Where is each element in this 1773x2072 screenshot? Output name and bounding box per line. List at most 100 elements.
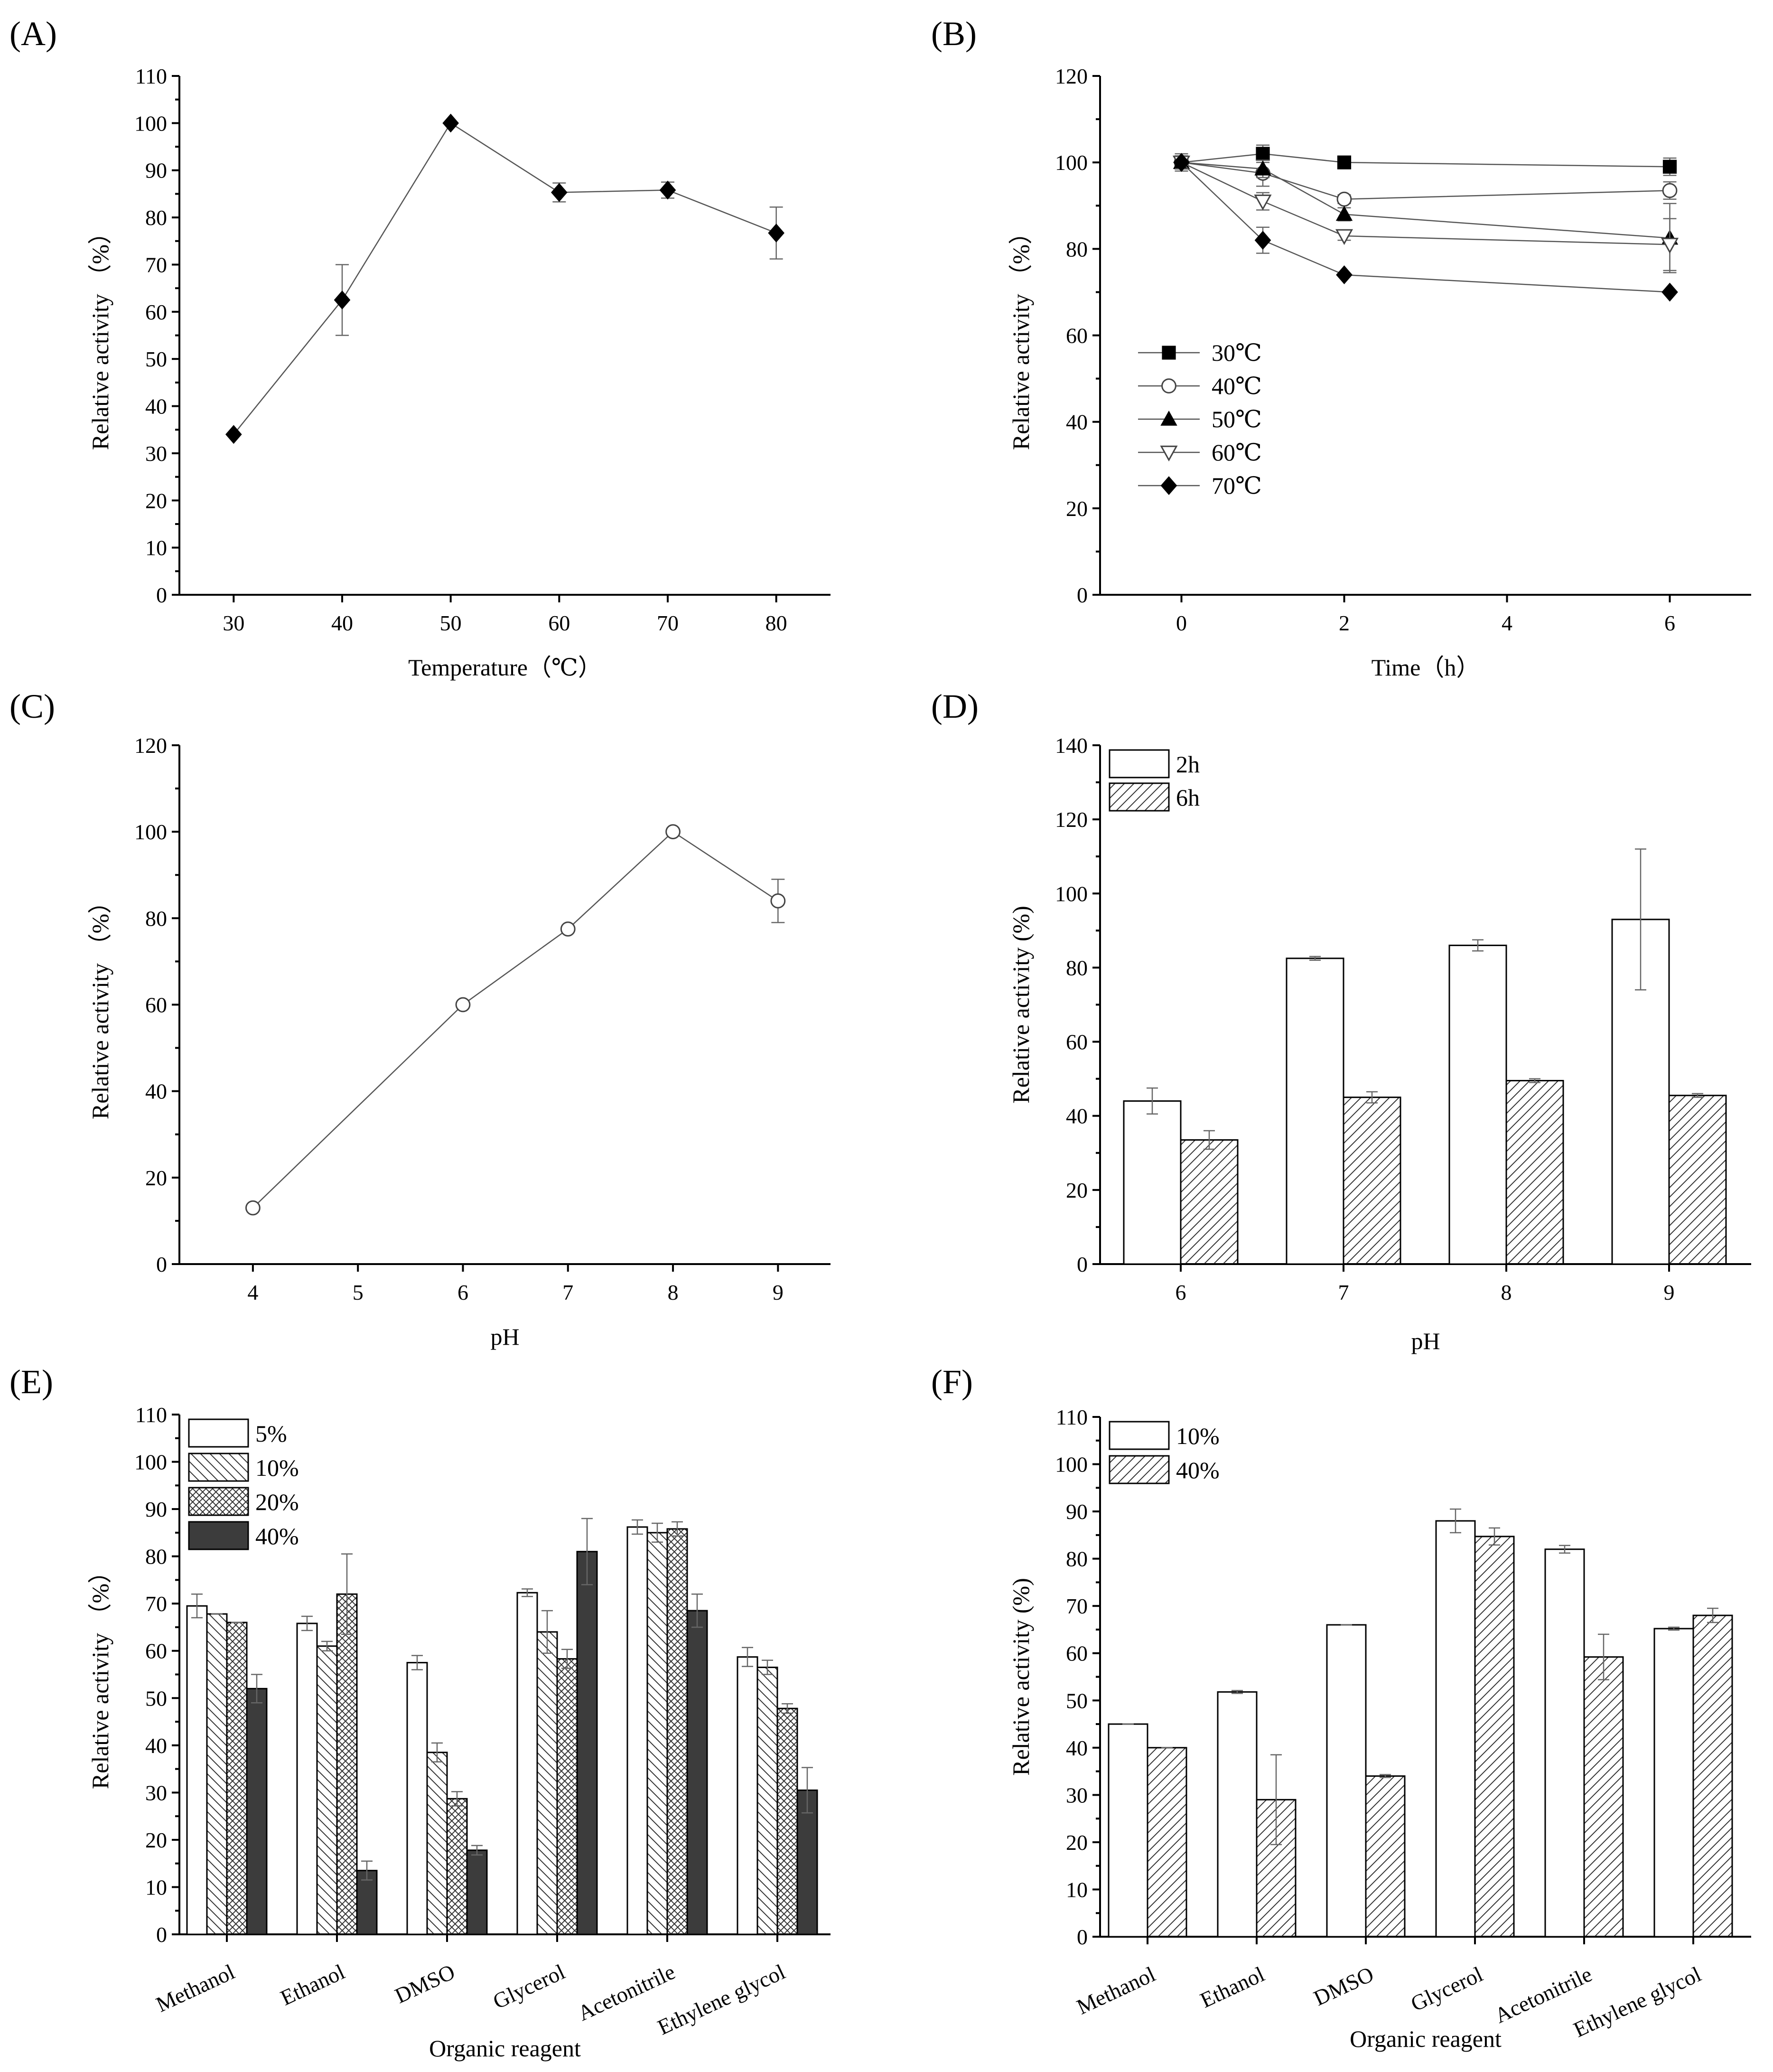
y-axis-title: Relative activity (%): [1008, 1578, 1034, 1776]
bar: [1108, 1723, 1148, 1938]
legend-label: 60℃: [1212, 439, 1262, 466]
bar: [1147, 1747, 1187, 1938]
series-line: [1181, 162, 1670, 245]
data-point: [1661, 282, 1678, 302]
legend-label: 40%: [1176, 1457, 1220, 1483]
legend-swatch: [188, 1487, 249, 1516]
series-line: [1181, 161, 1670, 239]
x-tick-label: 60: [548, 611, 570, 635]
y-tick-label: 60: [145, 300, 167, 324]
data-point: [1254, 160, 1271, 176]
bar: [1668, 1095, 1727, 1265]
legend-swatch: [1109, 749, 1170, 778]
legend-label: 6h: [1176, 784, 1200, 811]
y-tick-label: 40: [145, 1734, 167, 1758]
x-tick-label: 4: [1502, 611, 1512, 635]
bar: [1217, 1691, 1258, 1938]
y-tick-label: 100: [134, 820, 167, 844]
x-tick-label: 2: [1339, 611, 1350, 635]
legend-label: 30℃: [1212, 339, 1262, 366]
x-tick-label: 9: [1664, 1280, 1675, 1304]
y-tick-label: 110: [135, 64, 167, 88]
data-point: [334, 291, 351, 309]
y-tick-label: 20: [1066, 497, 1088, 521]
y-tick-label: 60: [1066, 324, 1088, 348]
x-axis-title: Temperature（℃）: [408, 654, 602, 681]
legend-swatch: [1109, 782, 1170, 812]
y-tick-label: 0: [156, 1922, 167, 1947]
bar: [1692, 1614, 1733, 1938]
bar: [206, 1613, 228, 1935]
data-point: [245, 1200, 261, 1216]
y-tick-label: 110: [135, 1403, 167, 1427]
chart-panel-f: 0 10 20 30 40 50 60 70 80 90 100 110 Relative activi…: [1008, 1405, 1751, 2052]
x-tick-label: Ethanol: [277, 1959, 348, 2010]
x-tick-label: 30: [223, 611, 244, 635]
y-tick-label: 80: [145, 1545, 167, 1569]
y-tick-label: 40: [145, 1079, 167, 1104]
x-tick-label: 7: [562, 1280, 573, 1304]
bar: [246, 1688, 268, 1935]
chart-panel-d: 0 20 40 60 80 100 120 140 Relative activity (%) p…: [1008, 733, 1751, 1354]
data-point: [659, 180, 676, 200]
data-point: [1336, 265, 1353, 284]
y-tick-label: 100: [1055, 150, 1088, 175]
bar: [316, 1645, 338, 1935]
x-axis-title: Time（h）: [1372, 654, 1480, 681]
data-point: [1335, 229, 1353, 245]
y-tick-label: 120: [1055, 807, 1088, 832]
y-tick-label: 80: [1066, 956, 1088, 980]
bar: [576, 1551, 598, 1935]
x-tick-label: 6: [1664, 611, 1675, 635]
bar: [646, 1532, 668, 1935]
legend-label: 2h: [1176, 751, 1200, 778]
y-tick-label: 0: [1077, 1252, 1088, 1276]
legend-label: 5%: [255, 1420, 287, 1447]
y-tick-label: 20: [1066, 1830, 1088, 1855]
x-tick-label: 6: [457, 1280, 468, 1304]
y-tick-label: 90: [145, 1497, 167, 1521]
y-tick-label: 80: [1066, 237, 1088, 261]
x-axis-title: pH: [1411, 1328, 1440, 1354]
legend-label: 40℃: [1212, 373, 1262, 399]
x-tick-label: Methanol: [1073, 1962, 1159, 2019]
y-tick-label: 10: [145, 536, 167, 560]
panel-label-b: (B): [931, 15, 977, 53]
bar: [426, 1752, 448, 1935]
bar: [626, 1526, 648, 1935]
y-tick-label: 80: [145, 906, 167, 930]
x-axis-title: Organic reagent: [429, 2035, 581, 2062]
y-tick-label: 60: [145, 1639, 167, 1663]
data-point: [1256, 147, 1270, 161]
panel-label-c: (C): [9, 687, 55, 725]
bar: [226, 1622, 248, 1935]
y-axis-title: Relative activity （%）: [87, 221, 113, 450]
x-tick-label: 0: [1176, 611, 1187, 635]
y-tick-label: 30: [1066, 1783, 1088, 1807]
x-tick-label: 50: [440, 611, 462, 635]
data-point: [1662, 183, 1678, 198]
data-point: [1160, 476, 1177, 495]
y-tick-label: 30: [145, 441, 167, 466]
y-tick-label: 20: [145, 1166, 167, 1190]
data-point: [1335, 206, 1353, 221]
legend-swatch: [1109, 1421, 1170, 1450]
y-tick-label: 40: [1066, 1104, 1088, 1128]
x-tick-label: 9: [773, 1280, 784, 1304]
bar: [296, 1622, 318, 1935]
bar: [516, 1592, 538, 1935]
x-axis-title: Organic reagent: [1350, 2025, 1502, 2052]
series-line: [233, 122, 777, 435]
x-tick-label: Methanol: [152, 1959, 238, 2017]
chart-panel-e: 0 10 20 30 40 50 60 70 80 90 100 110 Relative activi…: [87, 1403, 831, 2062]
x-tick-label: 5: [353, 1280, 364, 1304]
legend-swatch: [188, 1418, 249, 1448]
y-tick-label: 10: [145, 1875, 167, 1899]
data-point: [442, 113, 459, 133]
bar: [686, 1610, 708, 1935]
y-tick-label: 120: [134, 733, 167, 758]
data-point: [1161, 378, 1176, 394]
y-tick-label: 20: [1066, 1178, 1088, 1202]
bar: [446, 1798, 468, 1935]
bar: [356, 1870, 378, 1935]
